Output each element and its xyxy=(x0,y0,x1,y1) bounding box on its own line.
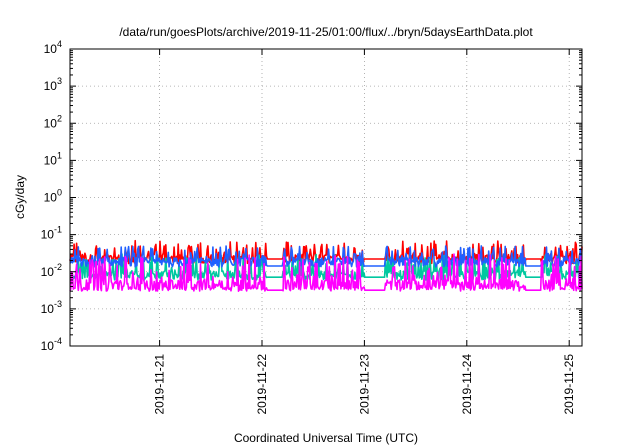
y-tick-label: 10-3 xyxy=(41,299,62,316)
x-tick-label: 2019-11-23 xyxy=(357,354,371,415)
y-tick-label: 10-4 xyxy=(41,336,62,353)
y-tick-label: 104 xyxy=(44,39,62,56)
y-tick-label: 102 xyxy=(44,113,62,130)
ticks: 10-4 10-3 10-2 10-1 100 101 102 103 104 2019-11-2… xyxy=(41,39,582,415)
y-tick-label: 101 xyxy=(44,150,62,167)
y-tick-label: 103 xyxy=(44,76,62,93)
series-line xyxy=(69,253,583,292)
x-tick-label: 2019-11-25 xyxy=(562,354,576,415)
grid xyxy=(70,49,582,346)
y-tick-label: 100 xyxy=(44,188,62,205)
x-tick-label: 2019-11-21 xyxy=(153,354,167,415)
chart-title: /data/run/goesPlots/archive/2019-11-25/0… xyxy=(119,25,533,39)
x-tick-label: 2019-11-22 xyxy=(255,354,269,415)
x-tick-label: 2019-11-24 xyxy=(460,354,474,415)
y-tick-label: 10-1 xyxy=(41,225,62,242)
series-lines xyxy=(69,239,583,292)
y-tick-label: 10-2 xyxy=(41,262,62,279)
series-line xyxy=(69,245,583,268)
plot-frame xyxy=(69,48,583,347)
x-axis-label: Coordinated Universal Time (UTC) xyxy=(234,431,418,445)
y-axis-label: cGy/day xyxy=(13,175,27,219)
